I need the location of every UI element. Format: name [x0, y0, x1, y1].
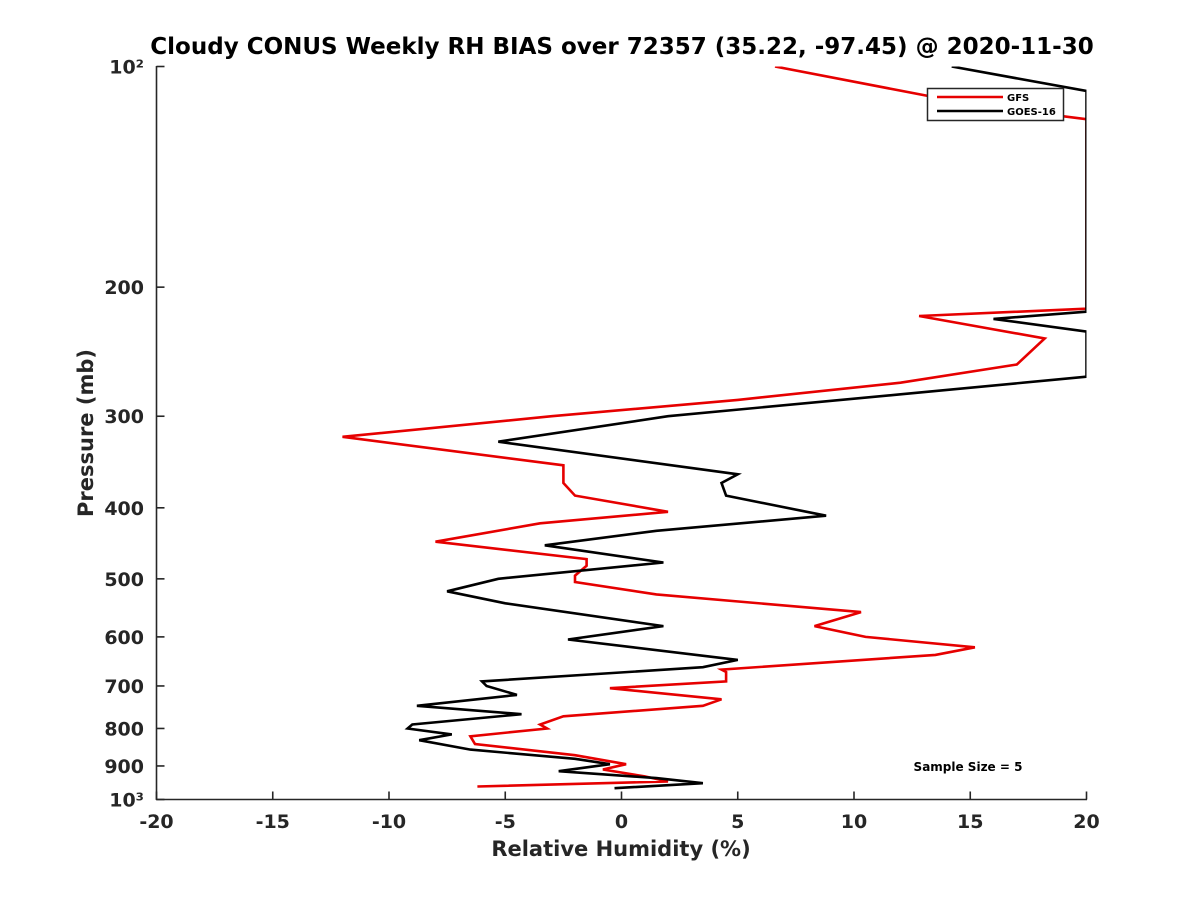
y-tick-label: 10²: [109, 57, 144, 79]
plot-area: [342, 66, 1087, 790]
y-tick-label: 10³: [109, 790, 144, 812]
x-tick-label: -20: [139, 811, 173, 833]
legend-label-goes16: GOES-16: [1007, 107, 1056, 118]
x-tick-label: 0: [615, 811, 628, 833]
legend-box: [926, 87, 1065, 122]
y-ticks: 10² 200 300 400 500 600 700 800 900 10³: [104, 57, 165, 812]
series-line-goes16: [404, 66, 1087, 790]
x-tick-label: -5: [495, 811, 516, 833]
legend-label-gfs: GFS: [1007, 93, 1029, 104]
legend: GFS GOES-16: [926, 87, 1065, 122]
y-tick-label: 500: [104, 569, 144, 591]
x-tick-label: 20: [1073, 811, 1099, 833]
x-tick-label: 10: [841, 811, 867, 833]
y-tick-label: 300: [104, 406, 144, 428]
x-axis-label: Relative Humidity (%): [491, 837, 750, 861]
chart-title: Cloudy CONUS Weekly RH BIAS over 72357 (…: [150, 34, 1093, 60]
sample-size-annotation: Sample Size = 5: [914, 760, 1023, 774]
y-tick-label: 900: [104, 756, 144, 778]
y-tick-label: 800: [104, 718, 144, 740]
x-ticks: -20 -15 -10 -5 0 5 10 15 20: [139, 791, 1100, 833]
y-tick-label: 400: [104, 498, 144, 520]
y-tick-label: 600: [104, 627, 144, 649]
y-axis-label: Pressure (mb): [74, 349, 98, 517]
y-tick-label: 200: [104, 277, 144, 299]
y-tick-label: 700: [104, 676, 144, 698]
x-tick-label: 5: [731, 811, 744, 833]
x-tick-label: -10: [372, 811, 406, 833]
x-tick-label: -15: [256, 811, 290, 833]
x-tick-label: 15: [957, 811, 983, 833]
series-line-gfs: [342, 66, 1087, 788]
